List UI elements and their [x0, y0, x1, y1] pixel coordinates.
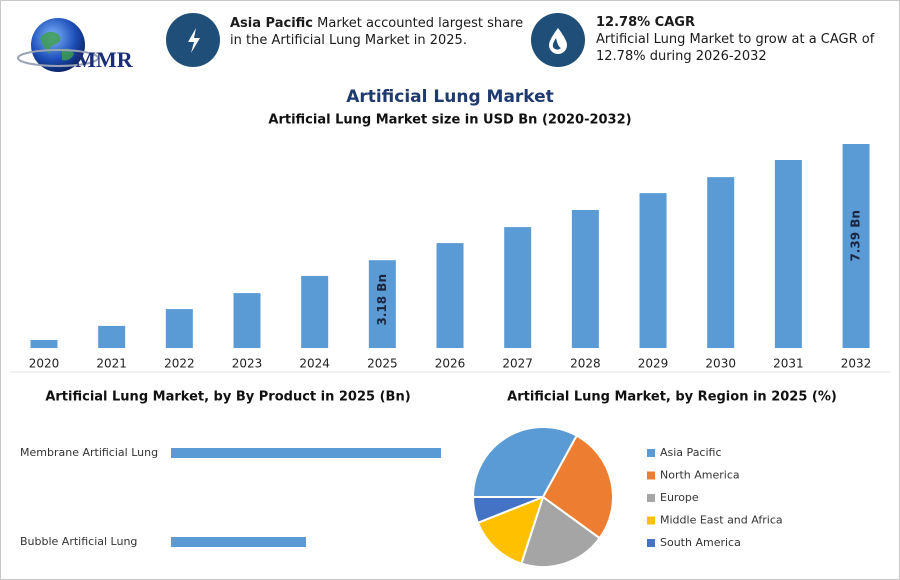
legend-swatch: [647, 516, 655, 525]
info-bold: Asia Pacific: [230, 16, 314, 31]
info-text: Artificial Lung Market to grow at a CAGR…: [596, 32, 875, 64]
bar: [842, 144, 870, 348]
info-bold: 12.78% CAGR: [596, 15, 695, 30]
x-tick-label: 2029: [638, 357, 669, 371]
pie-slice: [471, 426, 579, 498]
legend-label: South America: [660, 536, 741, 549]
legend-label: Asia Pacific: [660, 446, 722, 459]
x-tick-label: 2028: [570, 357, 601, 371]
pie-slice: [476, 495, 545, 565]
y-tick-label: Bubble Artificial Lung: [20, 535, 137, 548]
legend-label: Middle East and Africa: [660, 514, 783, 527]
pie-slice: [520, 495, 602, 568]
logo-land: [40, 31, 74, 61]
x-tick-label: 2020: [29, 357, 60, 371]
info-box: Asia Pacific Market accounted largest sh…: [230, 15, 530, 49]
chart-title: Artificial Lung Market, by By Product in…: [45, 390, 410, 405]
legend-swatch: [647, 471, 655, 480]
x-tick-label: 2032: [841, 357, 872, 371]
chart-title: Artificial Lung Market, by Region in 202…: [507, 390, 837, 405]
pie-slice: [471, 496, 544, 525]
logo-ring: [17, 49, 99, 67]
bar: [368, 260, 396, 348]
bar: [774, 160, 802, 348]
x-tick-label: 2031: [773, 357, 804, 371]
x-tick-label: 2022: [164, 357, 195, 371]
bar: [233, 293, 261, 348]
legend-swatch: [647, 449, 655, 457]
logo-text: MMR: [75, 47, 134, 72]
bar: [707, 177, 735, 348]
drop-detail: [552, 38, 561, 50]
logo-globe: [31, 18, 85, 72]
x-tick-label: 2024: [299, 357, 330, 371]
value-label: 7.39 Bn: [849, 210, 863, 261]
chart-title: Artificial Lung Market: [346, 87, 554, 107]
chart-subtitle: Artificial Lung Market size in USD Bn (2…: [268, 113, 631, 128]
bar: [639, 193, 667, 348]
legend-label: Europe: [660, 491, 699, 504]
x-tick-label: 2027: [502, 357, 533, 371]
x-tick-label: 2021: [96, 357, 127, 371]
x-tick-label: 2030: [705, 357, 736, 371]
bar: [436, 243, 464, 348]
bar: [571, 209, 599, 348]
info-box: 12.78% CAGR Artificial Lung Market to gro…: [596, 14, 881, 65]
bar: [504, 227, 532, 348]
x-tick-label: 2025: [367, 357, 398, 371]
x-tick-label: 2026: [435, 357, 466, 371]
x-tick-label: 2023: [232, 357, 263, 371]
bar: [171, 537, 306, 547]
pie-slice: [541, 434, 614, 540]
bar: [98, 325, 126, 348]
info-text: Market accounted largest share in the Ar…: [230, 16, 524, 48]
legend-label: North America: [660, 469, 740, 482]
bar: [30, 339, 58, 348]
y-tick-label: Membrane Artificial Lung: [20, 446, 158, 459]
bar: [165, 309, 193, 348]
legend-swatch: [647, 539, 655, 547]
bolt-icon: [188, 28, 200, 53]
bar: [301, 275, 329, 348]
legend-swatch: [647, 494, 655, 502]
value-label: 3.18 Bn: [375, 274, 389, 325]
bar: [171, 448, 441, 458]
